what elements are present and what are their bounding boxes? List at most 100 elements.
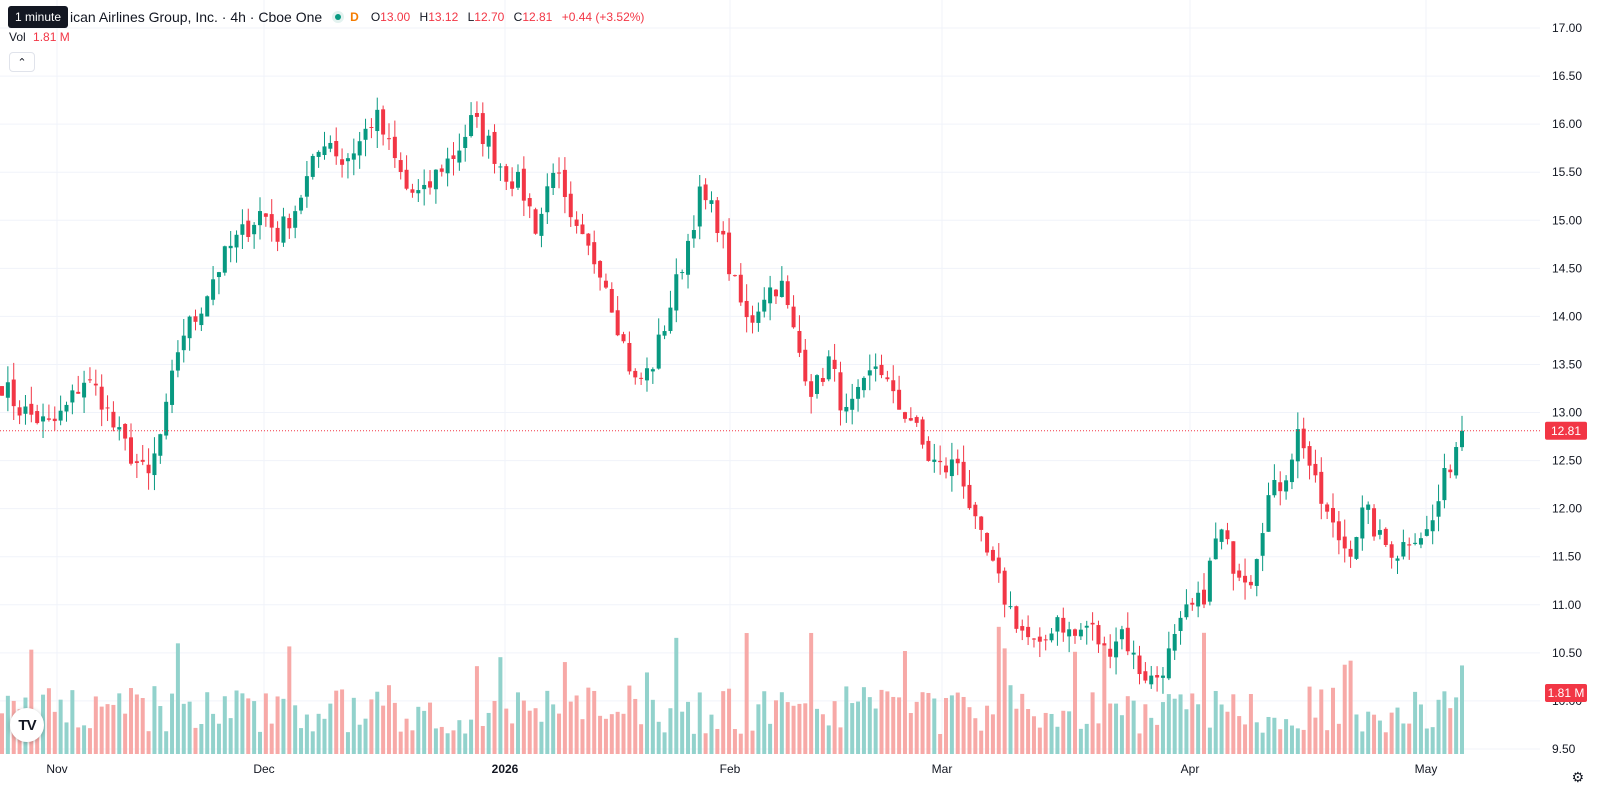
volume-bar <box>920 692 925 754</box>
candle-body <box>662 331 667 336</box>
candle-body <box>316 151 321 157</box>
volume-bar <box>1166 694 1171 754</box>
candle-body <box>357 141 362 156</box>
candle-body <box>908 418 913 421</box>
volume-bar <box>527 710 532 754</box>
volume-bar <box>105 704 110 754</box>
candle-body <box>334 141 339 157</box>
volume-bar <box>568 701 573 754</box>
candle-body <box>779 280 784 297</box>
candle-body <box>322 146 327 156</box>
candle-body <box>768 287 773 304</box>
candle-body <box>744 300 749 318</box>
candle-body <box>1143 671 1148 681</box>
volume-bar <box>1319 689 1324 754</box>
volume-bar <box>1243 724 1248 754</box>
candle-body <box>170 370 175 405</box>
candle-body <box>410 189 415 193</box>
volume-bar <box>727 688 732 754</box>
candle-body <box>732 275 737 277</box>
volume-bar <box>82 725 87 754</box>
candle-body <box>469 115 474 137</box>
volume-bar <box>721 691 726 754</box>
y-tick-label: 14.50 <box>1552 261 1582 275</box>
symbol-title[interactable]: ican Airlines Group, Inc. · 4h · Cboe On… <box>70 9 323 25</box>
candle-body <box>463 136 468 148</box>
candle-body <box>293 211 298 228</box>
volume-bar <box>967 707 972 754</box>
volume-bar <box>815 708 820 754</box>
candle-body <box>1354 537 1359 559</box>
volume-bar <box>791 705 796 754</box>
volume-bar <box>404 718 409 754</box>
volume-bar <box>1413 691 1418 754</box>
volume-bar <box>304 714 309 754</box>
candle-body <box>1219 529 1224 542</box>
collapse-legend-button[interactable]: ⌃ <box>9 52 35 72</box>
candle-body <box>1383 528 1388 545</box>
candle-body <box>193 316 198 322</box>
gear-icon[interactable]: ⚙ <box>1571 769 1584 785</box>
candle-body <box>1313 463 1318 476</box>
candle-body <box>697 186 702 227</box>
volume-bar <box>633 698 638 754</box>
candle-body <box>1454 447 1459 476</box>
volume-bar <box>1289 725 1294 754</box>
volume-bar <box>574 695 579 754</box>
candle-body <box>105 407 110 409</box>
candle-body <box>850 398 855 410</box>
candle-body <box>1073 629 1078 636</box>
volume-bar <box>891 696 896 754</box>
volume-bar <box>533 708 538 754</box>
candle-body <box>1102 643 1107 646</box>
volume-bar <box>1331 687 1336 754</box>
candle-body <box>1067 629 1072 637</box>
candle-body <box>1190 602 1195 605</box>
candle-body <box>1389 544 1394 558</box>
volume-bar <box>703 733 708 754</box>
candle-body <box>222 246 227 273</box>
candle-body <box>381 109 386 135</box>
volume-bar <box>1090 692 1095 754</box>
dividend-badge[interactable]: D <box>350 10 359 24</box>
candle-body <box>686 240 691 275</box>
volume-bar <box>410 730 415 754</box>
volume-bar <box>457 720 462 754</box>
ohlc-values: O13.00 H13.12 L12.70 C12.81 +0.44 (+3.52… <box>371 10 651 24</box>
candle-body <box>310 155 315 177</box>
candle-body <box>451 155 456 159</box>
candle-body <box>938 460 943 463</box>
candle-body <box>709 200 714 204</box>
volume-bar <box>1424 728 1429 754</box>
volume-bar <box>1014 708 1019 754</box>
volume-bar <box>287 646 292 754</box>
candle-body <box>11 379 16 407</box>
candle-body <box>474 113 479 117</box>
candle-body <box>644 368 649 381</box>
volume-bar <box>797 703 802 754</box>
candle-body <box>1377 530 1382 535</box>
volume-bar <box>345 732 350 754</box>
volume-bar <box>750 730 755 754</box>
volume-bar <box>328 703 333 754</box>
high-value: 13.12 <box>428 10 459 24</box>
volume-bar <box>422 710 427 754</box>
volume-bar <box>498 657 503 754</box>
volume-bar <box>686 701 691 754</box>
candle-body <box>275 227 280 242</box>
candle-body <box>656 334 661 369</box>
volume-bar <box>170 693 175 754</box>
volume-bar <box>1360 731 1365 754</box>
volume-bar <box>551 704 556 754</box>
market-status[interactable]: D <box>332 10 359 24</box>
volume-bar <box>474 666 479 754</box>
volume-bar <box>756 704 761 754</box>
candle-body <box>299 197 304 211</box>
tradingview-logo-icon[interactable]: TV <box>10 708 44 742</box>
volume-bar <box>29 649 34 754</box>
candle-body <box>902 412 907 419</box>
candle-body <box>0 386 4 396</box>
volume-bar <box>1301 729 1306 754</box>
candle-body <box>832 359 837 369</box>
